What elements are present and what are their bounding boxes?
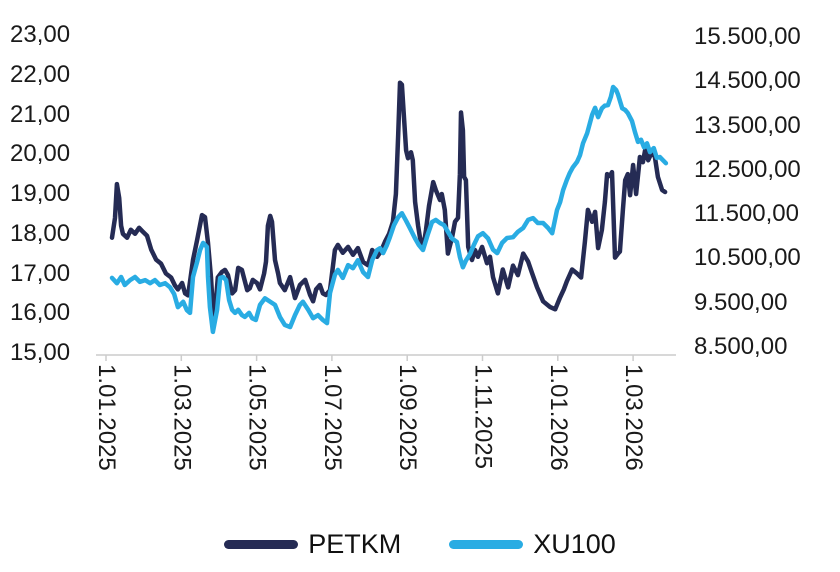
legend: PETKM XU100 bbox=[0, 524, 840, 564]
x-axis-label: 1.03.2026 bbox=[620, 364, 648, 471]
xu100-line-swatch bbox=[449, 539, 524, 549]
x-axis-label: 1.01.2026 bbox=[544, 364, 572, 471]
legend-item-petkm: PETKM bbox=[224, 528, 402, 559]
series-line-xu100 bbox=[109, 84, 669, 335]
xu100-legend-label: XU100 bbox=[533, 528, 616, 559]
y-axis-left-label: 15,00 bbox=[10, 339, 71, 366]
x-axis-ticks bbox=[105, 355, 634, 361]
y-axis-right-label: 8.500,00 bbox=[694, 333, 788, 360]
y-axis-right-label: 13.500,00 bbox=[694, 111, 801, 139]
petkm-line-swatch bbox=[224, 539, 299, 549]
y-axis-left-label: 21,00 bbox=[10, 100, 71, 128]
y-axis-right-label: 15.500,00 bbox=[694, 22, 801, 50]
x-axis-label: 1.07.2025 bbox=[318, 364, 346, 471]
x-axis-label: 1.03.2025 bbox=[168, 364, 196, 471]
series-lines bbox=[109, 80, 669, 335]
x-axis-label: 1.01.2025 bbox=[93, 364, 120, 471]
x-axis-label: 1.05.2025 bbox=[243, 364, 271, 471]
y-axis-right-label: 11.500,00 bbox=[694, 200, 799, 228]
y-axis-right-label: 12.500,00 bbox=[694, 155, 801, 183]
x-axis-label: 1.09.2025 bbox=[394, 364, 422, 471]
y-axis-left-label: 19,00 bbox=[10, 180, 71, 207]
x-axis-label: 1.11.2025 bbox=[469, 364, 497, 469]
y-axis-left-label: 18,00 bbox=[10, 219, 71, 247]
petkm-legend-label: PETKM bbox=[308, 528, 402, 559]
y-axis-left-label: 23,00 bbox=[10, 21, 71, 48]
y-axis-left-label: 22,00 bbox=[10, 60, 71, 88]
y-axis-left-label: 16,00 bbox=[10, 299, 71, 327]
y-axis-right-label: 10.500,00 bbox=[694, 244, 801, 272]
y-axis-left-label: 17,00 bbox=[10, 259, 71, 287]
y-axis-right-label: 9.500,00 bbox=[694, 288, 788, 316]
y-axis-right-label: 14.500,00 bbox=[694, 67, 801, 95]
y-axis-left-label: 20,00 bbox=[10, 140, 71, 168]
legend-item-xu100: XU100 bbox=[449, 528, 616, 559]
